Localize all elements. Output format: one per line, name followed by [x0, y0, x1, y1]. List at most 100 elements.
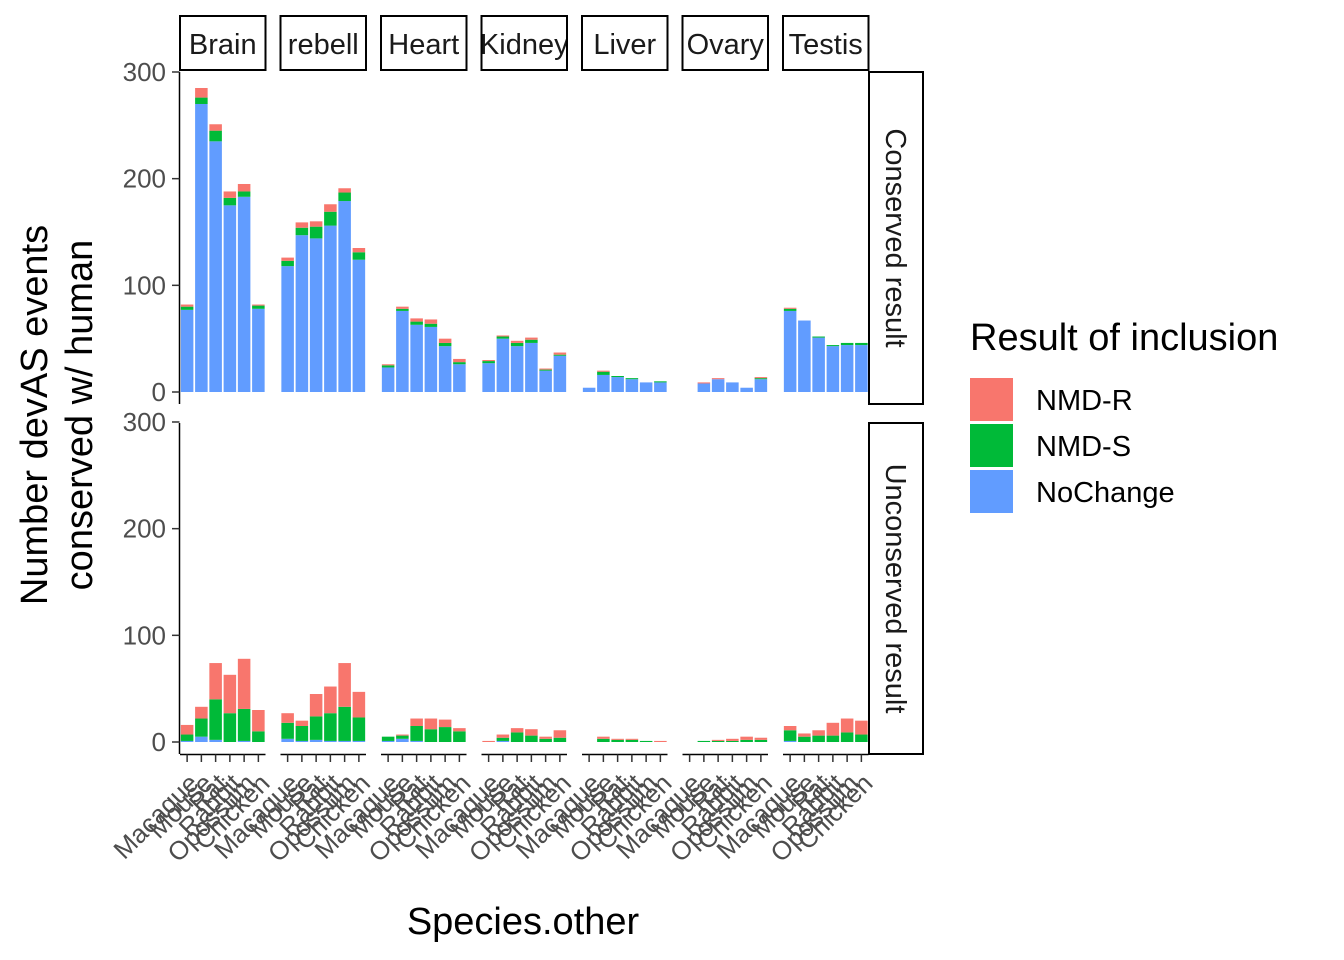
- bar-cerebellum-rat-nmd-s: [309, 226, 323, 239]
- bar-brain-macaque-nmd-r: [180, 304, 194, 307]
- bar-brain-chicken-nmd-s: [252, 305, 265, 309]
- bar-ovary-mouse-nmd-s: [697, 740, 711, 742]
- bar-heart-rat-nmd-r: [410, 718, 423, 726]
- bar-kidney-chicken-nochange: [553, 355, 567, 392]
- bar-heart-opossum-nmd-r: [438, 338, 452, 343]
- legend-key-nochange: [970, 470, 1013, 513]
- strip-label-liver: Liver: [593, 29, 656, 61]
- strip-box: [480, 15, 568, 71]
- bar-heart-mouse-nmd-r: [396, 734, 409, 736]
- bar-brain-rat-nochange: [209, 141, 222, 392]
- bar-liver-opossum-nmd-s: [639, 740, 653, 742]
- bar-ovary-mouse-nochange: [697, 383, 711, 392]
- bar-heart-chicken-nmd-s: [453, 362, 466, 365]
- bar-heart-opossum-nmd-s: [438, 727, 452, 742]
- strip-label-unconserved-result: Unconserved result: [879, 464, 911, 714]
- bar-kidney-chicken-nmd-s: [553, 354, 567, 356]
- bar-heart-rabbit-nmd-s: [424, 729, 438, 742]
- bar-testis-rabbit-nmd-s: [826, 345, 840, 347]
- bar-brain-rat-nochange: [209, 739, 222, 742]
- strip-label-ovary: Ovary: [687, 29, 765, 61]
- bar-heart-rat-nochange: [410, 324, 423, 392]
- panel-conserved-result-liver: [582, 370, 667, 392]
- bar-kidney-mouse-nmd-r: [496, 734, 510, 738]
- bar-brain-chicken-nmd-r: [252, 304, 265, 306]
- bar-brain-rat-nmd-s: [209, 699, 222, 740]
- y-axis-title-line-1: Number devAS events: [14, 225, 56, 605]
- panel-conserved-result-testis: [783, 307, 868, 392]
- bar-cerebellum-rabbit-nmd-s: [324, 713, 337, 741]
- bar-cerebellum-macaque-nmd-s: [281, 722, 294, 739]
- strip-testis: Testis: [782, 15, 870, 71]
- strip-box: [380, 15, 468, 71]
- bar-heart-mouse-nmd-r: [396, 306, 409, 309]
- bar-brain-macaque-nmd-s: [180, 306, 194, 310]
- bar-ovary-opossum-nmd-s: [740, 739, 753, 742]
- bar-testis-rat-nmd-s: [812, 336, 825, 338]
- panel-unconserved-result-liver: [597, 736, 667, 742]
- bar-brain-chicken-nochange: [252, 308, 265, 392]
- panel-unconserved-result-brain: [180, 658, 265, 742]
- panel-unconserved-result-heart: [381, 718, 466, 742]
- legend-label-nmd-s: NMD-S: [1036, 431, 1131, 463]
- bar-cerebellum-chicken-nmd-r: [352, 691, 366, 718]
- bar-kidney-opossum-nmd-s: [539, 738, 552, 742]
- bar-kidney-rat-nochange: [510, 346, 524, 392]
- bar-heart-rat-nmd-r: [410, 318, 423, 322]
- bar-kidney-chicken-nmd-r: [553, 352, 567, 355]
- panel-conserved-result-heart: [381, 306, 466, 392]
- bar-heart-macaque-nochange: [381, 740, 395, 742]
- bar-testis-opossum-nmd-s: [840, 732, 854, 742]
- bar-heart-chicken-nmd-r: [453, 358, 466, 363]
- bar-brain-opossum-nochange: [237, 196, 251, 392]
- x-axis: MacaqueMouseRatRabbitOpossumChickenMacaq…: [107, 753, 878, 868]
- y-tick-label: 200: [123, 514, 166, 544]
- bar-cerebellum-rat-nochange: [309, 739, 323, 742]
- bar-liver-mouse-nmd-r: [597, 370, 610, 372]
- strip-kidney: Kidney: [480, 15, 569, 71]
- bar-brain-mouse-nmd-r: [195, 706, 208, 719]
- bar-testis-macaque-nochange: [783, 740, 797, 742]
- bar-testis-mouse-nmd-s: [798, 736, 811, 742]
- bar-brain-mouse-nmd-s: [195, 718, 208, 737]
- bar-kidney-rabbit-nmd-r: [525, 729, 538, 736]
- strip-label-cerebellum: rebell: [288, 29, 359, 61]
- bar-testis-macaque-nmd-s: [783, 730, 797, 741]
- strip-cerebellum: rebell: [279, 15, 367, 71]
- bar-ovary-opossum-nmd-r: [740, 736, 753, 740]
- bar-kidney-macaque-nochange: [482, 363, 495, 392]
- bar-heart-rat-nmd-s: [410, 726, 423, 741]
- bar-kidney-rat-nmd-r: [510, 340, 524, 343]
- panel-unconserved-result-testis: [783, 718, 868, 742]
- bar-cerebellum-opossum-nmd-r: [338, 663, 351, 707]
- bar-heart-macaque-nmd-s: [381, 736, 395, 741]
- bar-cerebellum-mouse-nmd-r: [295, 222, 309, 228]
- bar-kidney-macaque-nmd-s: [482, 361, 495, 364]
- bar-cerebellum-chicken-nmd-s: [352, 252, 366, 260]
- bar-ovary-chicken-nmd-s: [754, 739, 768, 742]
- bar-liver-rabbit-nochange: [625, 379, 639, 392]
- strip-label-testis: Testis: [789, 29, 863, 61]
- y-tick-label: 0: [152, 727, 166, 757]
- bar-cerebellum-rabbit-nmd-r: [324, 204, 337, 212]
- bar-brain-rat-nmd-r: [209, 663, 222, 700]
- strip-brain: Brain: [179, 15, 267, 71]
- bar-heart-mouse-nochange: [396, 310, 409, 392]
- bar-cerebellum-opossum-nmd-s: [338, 706, 351, 741]
- bar-brain-rat-nmd-r: [209, 124, 222, 131]
- bar-liver-mouse-nmd-r: [597, 736, 610, 739]
- bar-brain-opossum-nmd-r: [237, 658, 251, 709]
- strip-label-kidney: Kidney: [480, 29, 569, 61]
- bar-heart-opossum-nochange: [438, 346, 452, 392]
- bar-brain-mouse-nochange: [195, 736, 208, 742]
- bar-cerebellum-rat-nmd-s: [309, 716, 323, 740]
- bar-brain-macaque-nmd-r: [180, 724, 194, 735]
- bar-cerebellum-rat-nochange: [309, 238, 323, 392]
- bar-ovary-chicken-nmd-r: [754, 737, 768, 740]
- bar-brain-rabbit-nmd-r: [223, 674, 237, 714]
- bar-kidney-mouse-nochange: [496, 740, 510, 742]
- bar-testis-mouse-nmd-r: [798, 733, 811, 737]
- bar-testis-chicken-nmd-s: [855, 734, 868, 742]
